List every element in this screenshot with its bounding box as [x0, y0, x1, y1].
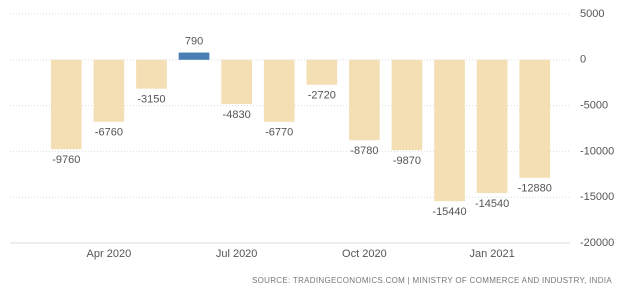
y-tick-label: -5000	[580, 100, 608, 112]
value-label: -2720	[308, 90, 336, 102]
value-label: -4830	[223, 109, 251, 121]
value-label: -9870	[393, 155, 421, 167]
y-tick-label: -10000	[580, 145, 614, 157]
value-label: -14540	[475, 198, 509, 210]
y-tick-label: -15000	[580, 191, 614, 203]
value-label: -8780	[350, 145, 378, 157]
bar	[476, 59, 508, 193]
bar	[136, 59, 167, 89]
y-tick-label: -20000	[580, 237, 614, 249]
x-tick-label: Oct 2020	[342, 248, 387, 260]
x-tick-label: Apr 2020	[87, 248, 132, 260]
bar	[391, 59, 423, 151]
value-label: 790	[185, 35, 203, 47]
bar	[178, 52, 210, 60]
value-label: -15440	[432, 206, 466, 218]
y-tick-label: 0	[580, 54, 586, 66]
bar	[221, 59, 252, 105]
y-tick-label: 5000	[580, 8, 604, 20]
bar	[50, 59, 82, 150]
bar	[93, 59, 125, 122]
bar	[263, 59, 295, 122]
value-label: -9760	[52, 154, 80, 166]
x-tick-label: Jan 2021	[469, 248, 514, 260]
bar	[306, 59, 338, 85]
bar	[349, 59, 380, 141]
value-label: -3150	[137, 94, 165, 106]
value-label: -6770	[265, 127, 293, 139]
bar	[519, 59, 551, 178]
x-tick-label: Jul 2020	[216, 248, 258, 260]
bar	[434, 59, 465, 202]
source: SOURCE: TRADINGECONOMICS.COM | MINISTRY …	[252, 276, 612, 285]
value-label: -12880	[518, 183, 552, 195]
value-label: -6760	[95, 127, 123, 139]
